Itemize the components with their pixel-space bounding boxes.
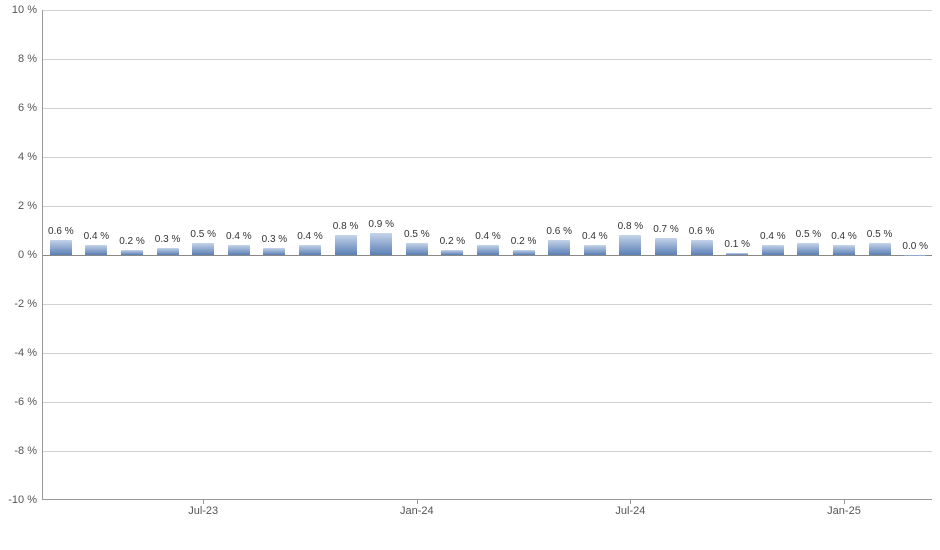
bar-value-label: 0.8 % — [618, 221, 644, 232]
bar — [584, 245, 606, 255]
bar-value-label: 0.6 % — [689, 226, 715, 237]
bar — [548, 240, 570, 255]
y-tick-label: 4 % — [18, 151, 37, 163]
x-tick-label: Jan-24 — [400, 505, 434, 517]
y-tick-label: 2 % — [18, 200, 37, 212]
bar-value-label: 0.4 % — [84, 231, 110, 242]
y-tick-label: -4 % — [14, 347, 37, 359]
bar — [655, 238, 677, 255]
bar-value-label: 0.5 % — [404, 229, 430, 240]
bar — [619, 235, 641, 255]
bar-value-label: 0.6 % — [546, 226, 572, 237]
bar — [691, 240, 713, 255]
bar-value-label: 0.9 % — [368, 219, 394, 230]
bar-value-label: 0.4 % — [226, 231, 252, 242]
bar — [121, 250, 143, 255]
bar — [762, 245, 784, 255]
gridline — [43, 59, 932, 60]
bar — [513, 250, 535, 255]
zero-line — [43, 255, 932, 256]
bar-value-label: 0.3 % — [262, 234, 288, 245]
bar-value-label: 0.4 % — [831, 231, 857, 242]
bar-value-label: 0.5 % — [190, 229, 216, 240]
bar — [406, 243, 428, 255]
x-tick-mark — [844, 499, 845, 504]
bar-value-label: 0.2 % — [511, 236, 537, 247]
y-tick-label: 10 % — [12, 4, 37, 16]
bar — [157, 248, 179, 255]
bar-value-label: 0.4 % — [297, 231, 323, 242]
plot-area: 10 %8 %6 %4 %2 %0 %-2 %-4 %-6 %-8 %-10 %… — [42, 10, 932, 500]
bar — [228, 245, 250, 255]
bar — [441, 250, 463, 255]
y-tick-label: 6 % — [18, 102, 37, 114]
gridline — [43, 304, 932, 305]
bar-value-label: 0.4 % — [475, 231, 501, 242]
y-tick-label: -6 % — [14, 396, 37, 408]
bar — [904, 255, 926, 256]
y-tick-label: 8 % — [18, 53, 37, 65]
bar-value-label: 0.5 % — [796, 229, 822, 240]
gridline — [43, 451, 932, 452]
bar — [869, 243, 891, 255]
bar-value-label: 0.8 % — [333, 221, 359, 232]
gridline — [43, 402, 932, 403]
bar-value-label: 0.4 % — [760, 231, 786, 242]
bar-value-label: 0.6 % — [48, 226, 74, 237]
y-tick-label: 0 % — [18, 249, 37, 261]
x-tick-mark — [417, 499, 418, 504]
x-tick-label: Jul-24 — [615, 505, 645, 517]
bar-value-label: 0.2 % — [440, 236, 466, 247]
bar — [797, 243, 819, 255]
gridline — [43, 157, 932, 158]
bar — [263, 248, 285, 255]
bar — [299, 245, 321, 255]
x-tick-mark — [630, 499, 631, 504]
bar — [833, 245, 855, 255]
bar-value-label: 0.5 % — [867, 229, 893, 240]
bar — [370, 233, 392, 255]
bar-value-label: 0.1 % — [724, 239, 750, 250]
bar — [726, 253, 748, 255]
gridline — [43, 353, 932, 354]
y-tick-label: -10 % — [8, 494, 37, 506]
bar — [50, 240, 72, 255]
bar — [85, 245, 107, 255]
x-tick-label: Jul-23 — [188, 505, 218, 517]
gridline — [43, 206, 932, 207]
gridline — [43, 108, 932, 109]
bar — [335, 235, 357, 255]
gridline — [43, 10, 932, 11]
bar-value-label: 0.3 % — [155, 234, 181, 245]
bar-value-label: 0.7 % — [653, 224, 679, 235]
y-tick-label: -8 % — [14, 445, 37, 457]
x-tick-mark — [203, 499, 204, 504]
chart-container: 10 % 8 % 6 % 4 % 2 % 0 % -2 % -4 % -6 % -8 % -10 %… — [0, 0, 940, 550]
y-tick-label: -2 % — [14, 298, 37, 310]
x-tick-label: Jan-25 — [827, 505, 861, 517]
bar-value-label: 0.2 % — [119, 236, 145, 247]
bar-value-label: 0.0 % — [902, 241, 928, 252]
bar — [192, 243, 214, 255]
bar — [477, 245, 499, 255]
bar-value-label: 0.4 % — [582, 231, 608, 242]
